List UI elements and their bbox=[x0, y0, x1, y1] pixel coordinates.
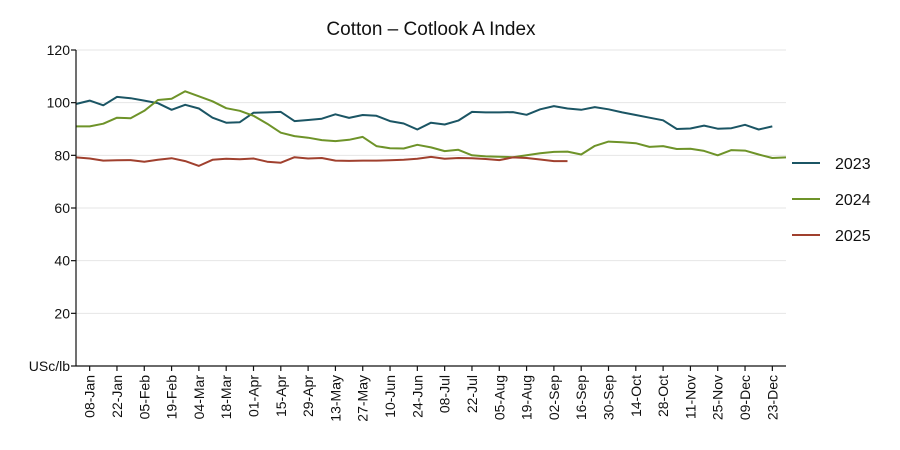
legend: 2023 2024 2025 bbox=[792, 156, 871, 245]
series-line-2025 bbox=[75, 155, 568, 167]
legend-label-2025: 2025 bbox=[835, 228, 871, 245]
x-tick-label: 05-Aug bbox=[491, 375, 507, 420]
x-tick-label: 30-Sep bbox=[601, 375, 617, 420]
series-line-2024 bbox=[76, 90, 787, 159]
x-tick-label: 08-Jul bbox=[437, 375, 453, 413]
x-tick-label: 29-Apr bbox=[300, 375, 316, 417]
x-tick-label: 13-May bbox=[327, 375, 343, 422]
x-tick-label: 02-Sep bbox=[546, 375, 562, 420]
x-tick-label: 19-Aug bbox=[519, 375, 535, 420]
x-tick-label: 15-Apr bbox=[273, 375, 289, 417]
y-tick-label: 60 bbox=[54, 200, 70, 216]
x-axis: 08-Jan 22-Jan 05-Feb 19-Feb 04-Mar 18-Mar 01-A… bbox=[82, 366, 780, 422]
y-tick-label: 100 bbox=[47, 95, 71, 111]
y-tick-label: 80 bbox=[54, 147, 70, 163]
y-tick-label: 20 bbox=[54, 305, 70, 321]
x-tick-label: 10-Jun bbox=[382, 375, 398, 418]
chart-title: Cotton – Cotlook A Index bbox=[326, 19, 536, 40]
y-axis-label: USc/lb bbox=[29, 358, 70, 374]
x-tick-label: 25-Nov bbox=[710, 375, 726, 420]
x-tick-label: 08-Jan bbox=[82, 375, 98, 418]
legend-label-2023: 2023 bbox=[835, 156, 871, 173]
x-tick-label: 24-Jun bbox=[409, 375, 425, 418]
x-tick-label: 19-Feb bbox=[164, 375, 180, 420]
x-tick-label: 18-Mar bbox=[218, 375, 234, 420]
y-axis: 20 40 60 80 100 120 bbox=[47, 42, 76, 367]
x-tick-label: 27-May bbox=[355, 375, 371, 422]
x-tick-label: 01-Apr bbox=[246, 375, 262, 417]
grid bbox=[76, 49, 786, 314]
x-tick-label: 22-Jan bbox=[109, 375, 125, 418]
legend-label-2024: 2024 bbox=[835, 192, 871, 209]
x-tick-label: 23-Dec bbox=[764, 375, 780, 420]
series-lines bbox=[75, 90, 787, 167]
x-tick-label: 04-Mar bbox=[191, 375, 207, 420]
y-tick-label: 120 bbox=[47, 42, 71, 58]
x-tick-label: 11-Nov bbox=[682, 375, 698, 419]
x-tick-label: 16-Sep bbox=[573, 375, 589, 420]
series-line-2023 bbox=[75, 95, 773, 131]
y-tick-label: 40 bbox=[54, 253, 70, 269]
x-tick-label: 14-Oct bbox=[628, 375, 644, 417]
x-tick-label: 09-Dec bbox=[737, 375, 753, 420]
x-tick-label: 28-Oct bbox=[655, 375, 671, 417]
x-tick-label: 05-Feb bbox=[136, 375, 152, 420]
x-tick-label: 22-Jul bbox=[464, 375, 480, 413]
